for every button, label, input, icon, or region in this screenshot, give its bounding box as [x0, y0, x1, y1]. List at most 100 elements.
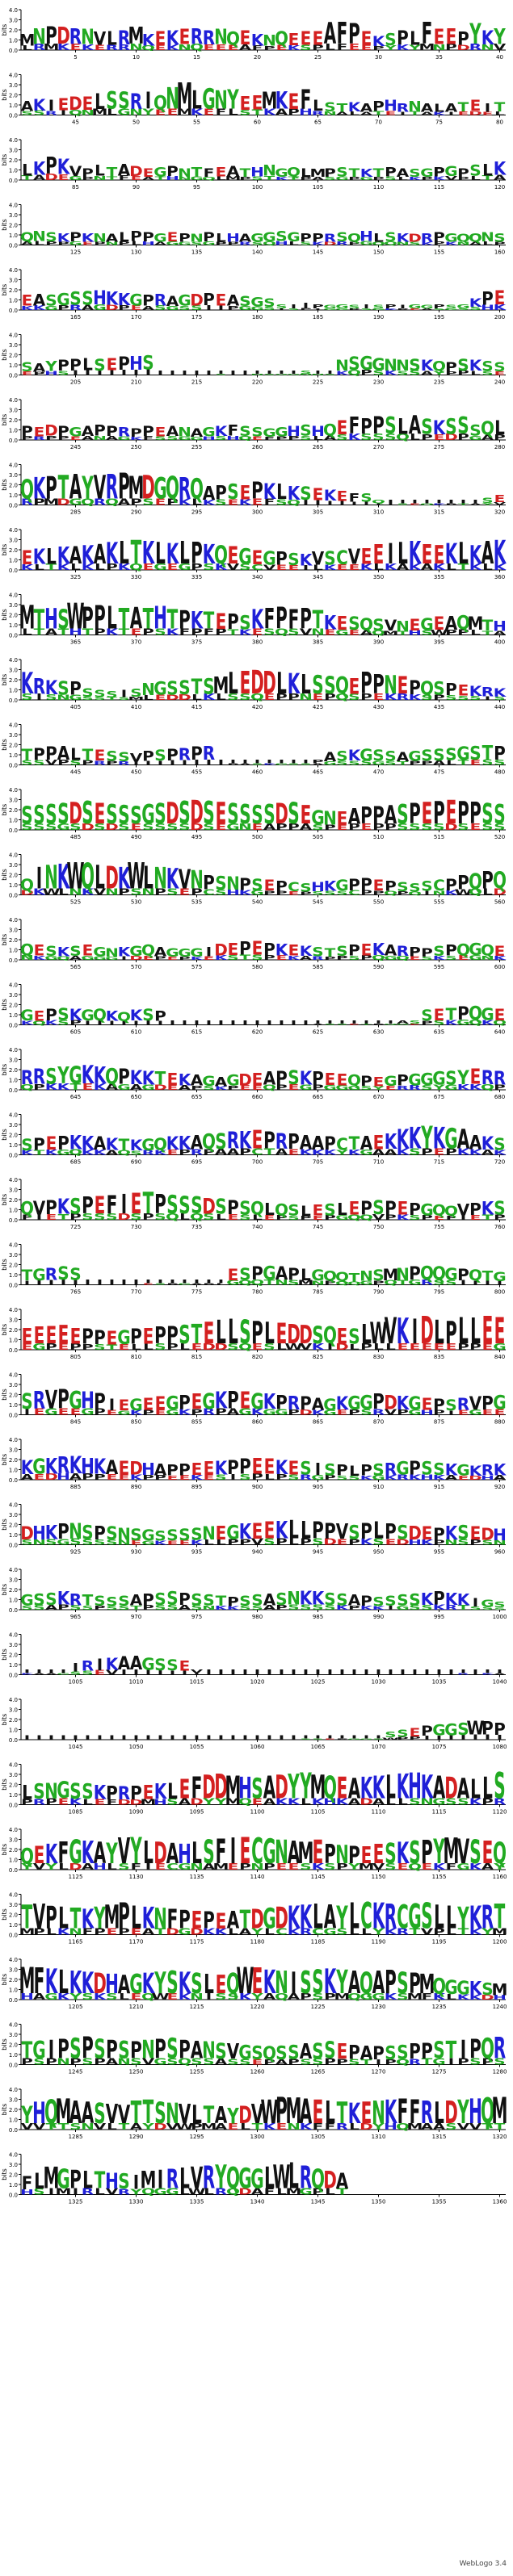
logo-letter: S [118, 2035, 129, 2063]
x-tick-label: 905 [313, 1484, 323, 1490]
logo-letter: A [481, 434, 494, 442]
logo-letter: G [456, 743, 469, 764]
y-tick-label: 4.0 [9, 723, 18, 729]
y-tick-label: 0.0 [9, 1087, 18, 1094]
logo-letter: S [469, 306, 481, 312]
logo-letter: S [203, 562, 214, 572]
logo-letter: G [238, 305, 251, 312]
logo-letter: E [204, 107, 215, 117]
logo-letter: A [227, 292, 240, 310]
logo-letter: S [106, 800, 117, 831]
logo-letter: S [336, 749, 347, 764]
logo-letter: S [179, 822, 190, 832]
logo-letter: S [421, 416, 432, 439]
logo-letter: N [323, 111, 337, 116]
logo-letter: G [190, 436, 203, 442]
logo-letter: K [300, 551, 313, 570]
logo-letter: Q [384, 241, 397, 246]
logo-letter: R [33, 1385, 45, 1414]
logo-letter: I [109, 369, 115, 376]
logo-letter: N [481, 230, 494, 245]
x-tick-label: 440 [494, 704, 505, 710]
logo-letter: P [360, 692, 372, 702]
logo-letter: R [481, 1462, 494, 1480]
logo-letter: A [360, 629, 373, 636]
y-tick-label: 0.0 [9, 503, 18, 509]
logo-letter: P [300, 232, 312, 245]
logo-letter: K [33, 304, 47, 312]
logo-letter: P [445, 504, 457, 506]
x-tick-label: 10 [132, 54, 140, 61]
logo-letter: P [372, 45, 385, 52]
logo-letter: E [191, 1460, 203, 1479]
logo-letter: S [215, 1129, 226, 1154]
logo-letter: S [336, 433, 347, 442]
logo-letter: L [446, 759, 456, 766]
logo-letter: I [351, 1669, 357, 1674]
logo-letter: E [131, 175, 142, 182]
logo-letter: G [238, 2042, 251, 2064]
logo-letter: S [130, 687, 141, 700]
logo-letter: I [351, 1020, 357, 1025]
x-tick-label: 1060 [250, 1744, 265, 1750]
logo-letter: L [470, 629, 481, 637]
logo-letter: H [153, 601, 167, 637]
logo-letter: S [324, 1590, 335, 1609]
logo-letter: S [312, 823, 323, 831]
x-tick-label: 500 [252, 834, 263, 840]
logo-letter: R [21, 1066, 33, 1089]
y-tick-label: 2.0 [9, 873, 18, 879]
y-axis-label: bits [1, 609, 8, 621]
logo-letter: P [130, 1326, 142, 1349]
logo-letter: A [312, 1133, 325, 1155]
logo-letter: I [145, 87, 151, 114]
logo-letter: I [145, 760, 151, 766]
logo-letter: Q [323, 1771, 337, 1807]
y-tick-label: 2.0 [9, 1327, 18, 1334]
logo-letter: S [45, 693, 57, 702]
logo-letter: T [22, 2037, 33, 2063]
logo-letter: A [82, 2096, 95, 2130]
logo-letter: G [202, 425, 215, 439]
logo-letter: D [190, 291, 204, 310]
logo-letter: I [218, 1669, 224, 1674]
logo-letter: S [300, 764, 311, 766]
logo-letter: N [81, 109, 95, 117]
y-tick-label: 0.0 [9, 1413, 18, 1419]
logo-letter: S [300, 1459, 311, 1479]
logo-letter: P [166, 1462, 179, 1480]
x-tick-label: 135 [191, 249, 202, 256]
logo-letter: K [203, 540, 217, 571]
logo-letter: M [128, 696, 145, 701]
x-tick-label: 140 [252, 249, 263, 256]
y-tick-label: 0.0 [9, 2127, 18, 2134]
logo-letter: P [57, 2034, 69, 2065]
x-tick-label: 620 [252, 1029, 263, 1036]
x-tick-label: 340 [252, 574, 263, 580]
logo-letter: Q [481, 2033, 494, 2065]
x-tick-label: 980 [252, 1614, 263, 1620]
x-tick-label: 990 [373, 1614, 384, 1620]
logo-letter: S [457, 1522, 469, 1544]
logo-letter: I [279, 1669, 284, 1674]
logo-letter: P [263, 940, 275, 959]
y-tick-label: 1.0 [9, 298, 18, 304]
x-tick-label: 215 [191, 379, 202, 386]
logo-letter: E [167, 230, 179, 245]
logo-letter: E [361, 28, 372, 50]
logo-letter: A [45, 626, 58, 637]
logo-letter: K [82, 43, 95, 52]
logo-letter: K [409, 536, 422, 572]
x-tick-label: 1210 [129, 2004, 144, 2010]
logo-letter: S [421, 693, 432, 702]
logo-letter: F [337, 17, 348, 51]
x-tick-label: 300 [252, 509, 263, 516]
logo-letter: I [206, 1020, 212, 1025]
logo-letter: R [494, 1068, 507, 1090]
logo-letter: H [226, 434, 240, 442]
logo-letter: K [142, 31, 155, 50]
y-axis-label: bits [1, 154, 8, 166]
logo-letter: P [166, 496, 179, 507]
y-tick-label: 3.0 [9, 1058, 18, 1064]
logo-letter: P [239, 176, 251, 182]
